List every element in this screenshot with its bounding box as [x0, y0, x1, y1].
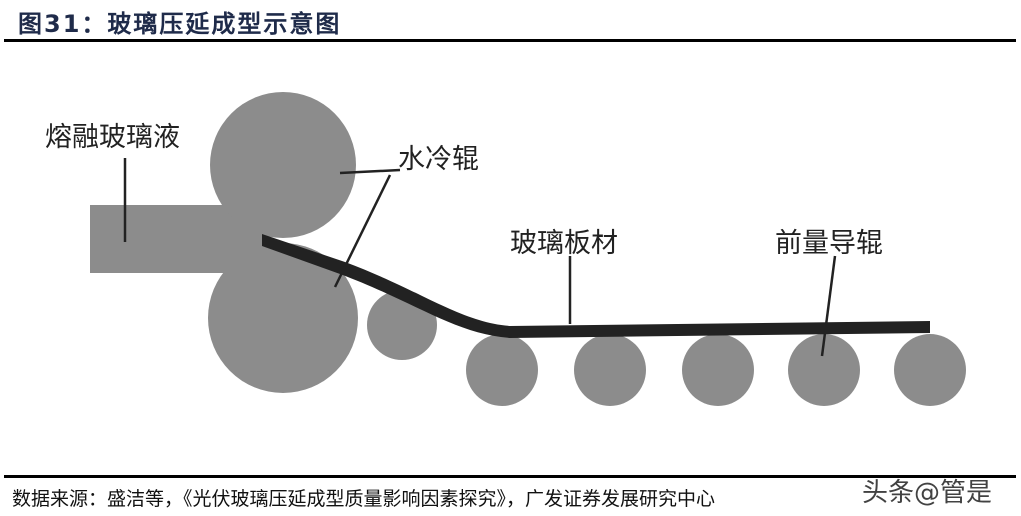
top-cooling-roller	[210, 92, 356, 238]
watermark: 头条@管是	[862, 478, 993, 508]
leader-line-cooling-top	[339, 168, 401, 175]
top-divider	[4, 39, 1016, 42]
label-molten-glass: 熔融玻璃液	[45, 122, 180, 153]
bottom-divider	[4, 475, 1016, 478]
leader-line-guide	[820, 255, 837, 357]
leader-line-cooling-bottom	[333, 174, 392, 288]
glass-sheet	[262, 234, 930, 338]
label-guide-roller: 前量导辊	[775, 228, 883, 259]
guide-roller	[574, 334, 646, 406]
bottom-cooling-roller	[208, 243, 358, 393]
guide-roller	[466, 334, 538, 406]
source-note: 数据来源：盛洁等，《光伏玻璃压延成型质量影响因素探究》，广发证券发展研究中心	[12, 488, 716, 510]
figure-title: 图31：玻璃压延成型示意图	[18, 10, 342, 38]
guide-roller	[682, 334, 754, 406]
label-glass-sheet: 玻璃板材	[510, 228, 618, 259]
label-cooling-roller: 水冷辊	[398, 144, 479, 175]
guide-roller	[894, 334, 966, 406]
guide-roller	[788, 334, 860, 406]
